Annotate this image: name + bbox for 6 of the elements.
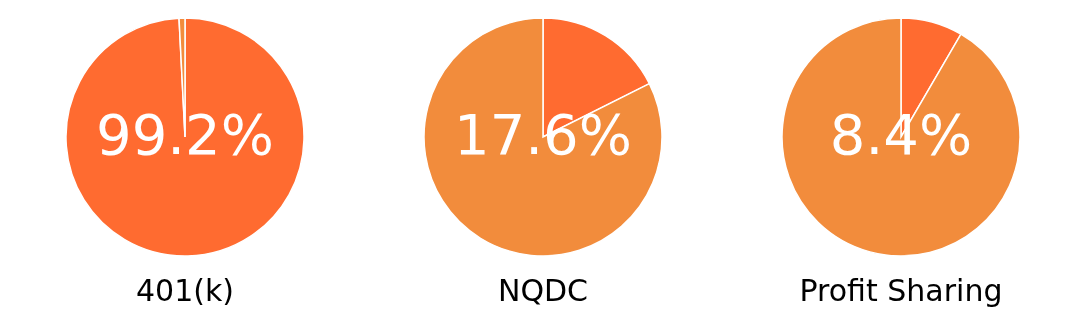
data-label: 8.4%	[829, 102, 973, 167]
text: Profit Sharing	[799, 273, 1003, 308]
text: NQDC	[497, 273, 589, 308]
data-label: 99.2%	[96, 102, 274, 167]
data-label: 17.6%	[454, 102, 632, 167]
text: 401(k)	[135, 273, 235, 308]
